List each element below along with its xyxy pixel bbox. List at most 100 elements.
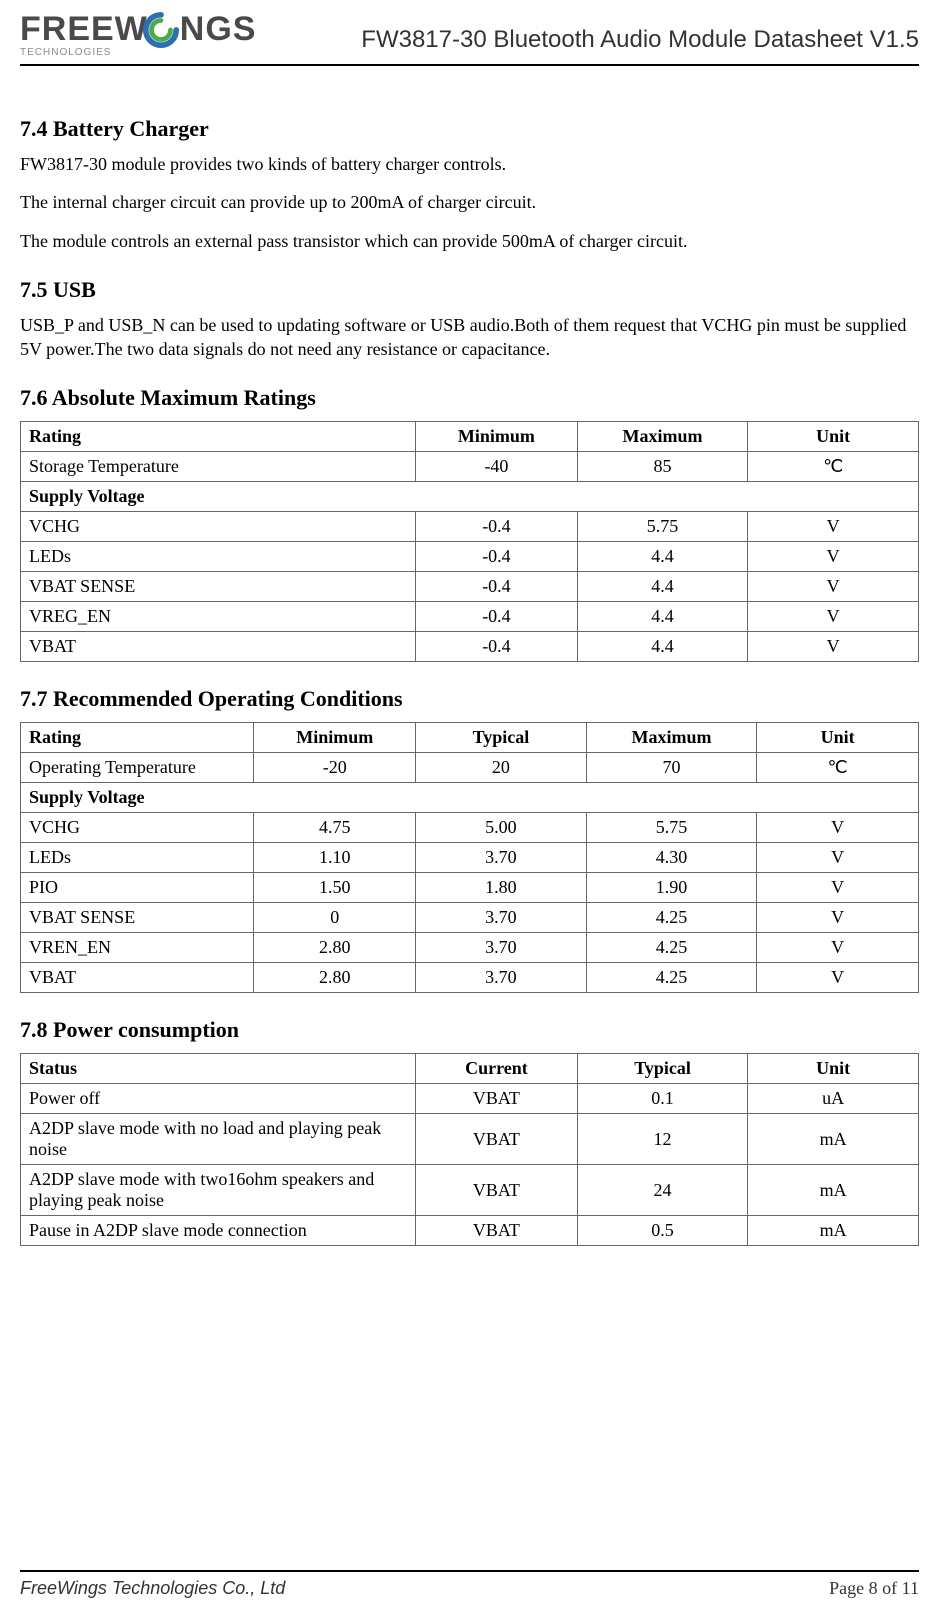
table-cell: 1.10 bbox=[254, 843, 416, 873]
table-row-label: LEDs bbox=[21, 843, 254, 873]
table-cell: 3.70 bbox=[416, 843, 587, 873]
table-cell: 2.80 bbox=[254, 963, 416, 993]
table-row: Power offVBAT0.1uA bbox=[21, 1084, 919, 1114]
table-cell: 4.4 bbox=[577, 602, 748, 632]
table-cell: 0.1 bbox=[577, 1084, 748, 1114]
table-cell: VBAT bbox=[416, 1084, 578, 1114]
table-cell: 24 bbox=[577, 1165, 748, 1216]
table-row: VCHG4.755.005.75V bbox=[21, 813, 919, 843]
table-row: VBAT SENSE03.704.25V bbox=[21, 903, 919, 933]
table-cell: -20 bbox=[254, 753, 416, 783]
logo-swoosh-icon bbox=[142, 11, 180, 49]
table-row: Pause in A2DP slave mode connectionVBAT0… bbox=[21, 1216, 919, 1246]
table-row-label: A2DP slave mode with no load and playing… bbox=[21, 1114, 416, 1165]
table-cell: mA bbox=[748, 1114, 919, 1165]
table-row-label: VCHG bbox=[21, 512, 416, 542]
logo-block: FREEW NGS TECHNOLOGIES bbox=[20, 10, 256, 58]
table-row: VREG_EN-0.44.4V bbox=[21, 602, 919, 632]
table-row-label: VREG_EN bbox=[21, 602, 416, 632]
table-cell: 1.90 bbox=[586, 873, 757, 903]
table-cell: 85 bbox=[577, 452, 748, 482]
table-row: VREN_EN2.803.704.25V bbox=[21, 933, 919, 963]
table-header-cell: Typical bbox=[416, 723, 587, 753]
table-row-label: Operating Temperature bbox=[21, 753, 254, 783]
table-absolute-max-ratings: RatingMinimumMaximumUnitStorage Temperat… bbox=[20, 421, 919, 662]
table-cell: 4.25 bbox=[586, 903, 757, 933]
table-cell: -0.4 bbox=[416, 572, 578, 602]
table-cell: V bbox=[757, 813, 919, 843]
footer-row: FreeWings Technologies Co., Ltd Page 8 o… bbox=[20, 1578, 919, 1599]
table-cell: V bbox=[757, 873, 919, 903]
table-cell: ℃ bbox=[757, 753, 919, 783]
table-cell: uA bbox=[748, 1084, 919, 1114]
table-cell: 3.70 bbox=[416, 903, 587, 933]
table-row: Supply Voltage bbox=[21, 482, 919, 512]
table-row-label: VBAT bbox=[21, 963, 254, 993]
table-cell: 1.80 bbox=[416, 873, 587, 903]
table-row-label: Storage Temperature bbox=[21, 452, 416, 482]
table-row: LEDs-0.44.4V bbox=[21, 542, 919, 572]
table-cell: 4.4 bbox=[577, 542, 748, 572]
section-7-5-p1: USB_P and USB_N can be used to updating … bbox=[20, 313, 919, 362]
footer-company: FreeWings Technologies Co., Ltd bbox=[20, 1578, 285, 1599]
table-row: VCHG-0.45.75V bbox=[21, 512, 919, 542]
table-row-label: Power off bbox=[21, 1084, 416, 1114]
footer-page-number: Page 8 of 11 bbox=[829, 1578, 919, 1599]
table-row: A2DP slave mode with two16ohm speakers a… bbox=[21, 1165, 919, 1216]
table-cell: mA bbox=[748, 1165, 919, 1216]
header: FREEW NGS TECHNOLOGIES FW3817-30 Bluetoo… bbox=[0, 0, 939, 58]
table-cell: 20 bbox=[416, 753, 587, 783]
table-row: Supply Voltage bbox=[21, 783, 919, 813]
table-section-label: Supply Voltage bbox=[21, 783, 919, 813]
table-cell: -40 bbox=[416, 452, 578, 482]
table-cell: V bbox=[757, 963, 919, 993]
table-cell: 4.4 bbox=[577, 572, 748, 602]
table-header-cell: Maximum bbox=[577, 422, 748, 452]
table-row-label: LEDs bbox=[21, 542, 416, 572]
table-cell: ℃ bbox=[748, 452, 919, 482]
footer-rule bbox=[20, 1570, 919, 1572]
table-cell: V bbox=[748, 512, 919, 542]
page: FREEW NGS TECHNOLOGIES FW3817-30 Bluetoo… bbox=[0, 0, 939, 1619]
table-header-cell: Maximum bbox=[586, 723, 757, 753]
table-row-label: VCHG bbox=[21, 813, 254, 843]
table-row-label: PIO bbox=[21, 873, 254, 903]
table-cell: 2.80 bbox=[254, 933, 416, 963]
table-row: VBAT SENSE-0.44.4V bbox=[21, 572, 919, 602]
table-header-cell: Current bbox=[416, 1054, 578, 1084]
table-row: VBAT2.803.704.25V bbox=[21, 963, 919, 993]
table-cell: -0.4 bbox=[416, 632, 578, 662]
table-cell: 4.4 bbox=[577, 632, 748, 662]
table-cell: V bbox=[748, 632, 919, 662]
section-7-5-heading: 7.5 USB bbox=[20, 277, 919, 303]
section-7-6-heading: 7.6 Absolute Maximum Ratings bbox=[20, 385, 919, 411]
table-cell: 1.50 bbox=[254, 873, 416, 903]
table-cell: 4.25 bbox=[586, 963, 757, 993]
table-cell: 3.70 bbox=[416, 963, 587, 993]
table-row: Storage Temperature-4085℃ bbox=[21, 452, 919, 482]
table-header-cell: Rating bbox=[21, 723, 254, 753]
table-header-cell: Minimum bbox=[254, 723, 416, 753]
table-cell: 0.5 bbox=[577, 1216, 748, 1246]
table-cell: 5.00 bbox=[416, 813, 587, 843]
table-section-label: Supply Voltage bbox=[21, 482, 919, 512]
table-row-label: VBAT SENSE bbox=[21, 903, 254, 933]
table-cell: VBAT bbox=[416, 1114, 578, 1165]
table-cell: V bbox=[757, 933, 919, 963]
table-row-label: VBAT bbox=[21, 632, 416, 662]
content-area: 7.4 Battery Charger FW3817-30 module pro… bbox=[0, 66, 939, 1276]
table-cell: 4.25 bbox=[586, 933, 757, 963]
table-power-consumption: StatusCurrentTypicalUnitPower offVBAT0.1… bbox=[20, 1053, 919, 1246]
section-7-4-p3: The module controls an external pass tra… bbox=[20, 229, 919, 253]
table-row-label: A2DP slave mode with two16ohm speakers a… bbox=[21, 1165, 416, 1216]
table-cell: VBAT bbox=[416, 1216, 578, 1246]
table-row-label: VBAT SENSE bbox=[21, 572, 416, 602]
table-header-cell: Status bbox=[21, 1054, 416, 1084]
table-header-cell: Unit bbox=[757, 723, 919, 753]
table-row: VBAT-0.44.4V bbox=[21, 632, 919, 662]
section-7-4-p1: FW3817-30 module provides two kinds of b… bbox=[20, 152, 919, 176]
footer: FreeWings Technologies Co., Ltd Page 8 o… bbox=[0, 1570, 939, 1599]
table-cell: 4.30 bbox=[586, 843, 757, 873]
table-cell: 0 bbox=[254, 903, 416, 933]
table-cell: V bbox=[748, 572, 919, 602]
